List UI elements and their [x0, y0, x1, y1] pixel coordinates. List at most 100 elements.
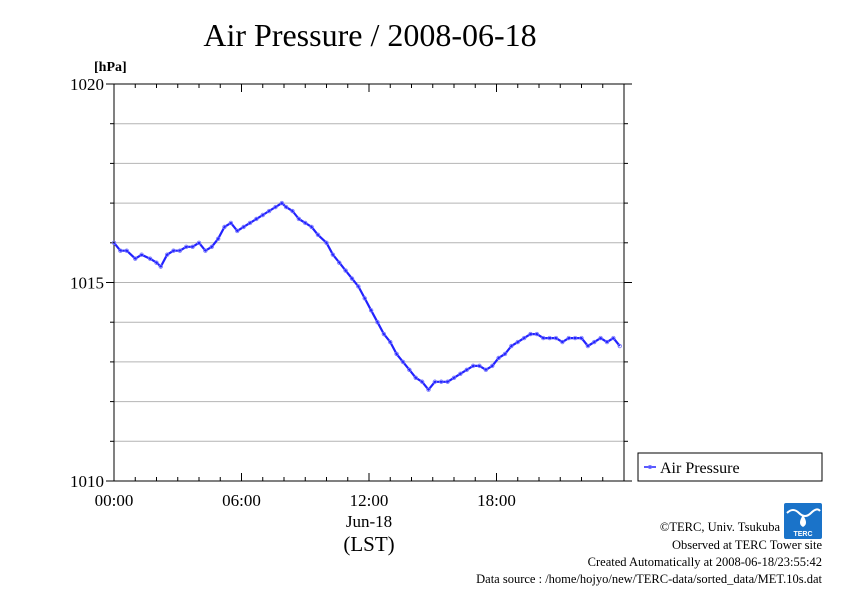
data-point — [560, 339, 565, 345]
data-point — [147, 256, 153, 261]
data-point — [279, 200, 285, 206]
data-point — [290, 208, 295, 214]
data-point — [509, 343, 514, 349]
credit-copyright: ©TERC, Univ. Tsukuba — [660, 520, 781, 534]
data-point — [266, 208, 272, 214]
data-point — [515, 339, 520, 345]
credit-site: Observed at TERC Tower site — [672, 538, 822, 552]
data-point — [315, 232, 321, 238]
data-point — [254, 216, 259, 222]
data-point — [604, 339, 610, 345]
data-point — [400, 359, 406, 365]
data-point — [432, 379, 438, 384]
data-point — [228, 220, 234, 226]
data-point — [337, 260, 342, 265]
data-point — [111, 240, 117, 245]
data-point — [324, 240, 329, 245]
data-point — [303, 220, 308, 226]
data-point — [483, 367, 489, 373]
data-point — [164, 252, 170, 257]
data-point — [235, 228, 240, 234]
data-point — [407, 367, 412, 373]
x-axis-label: (LST) — [343, 532, 394, 556]
data-point — [413, 375, 418, 380]
data-point — [247, 220, 253, 226]
data-point — [309, 224, 314, 230]
data-point — [356, 284, 361, 289]
data-point — [241, 224, 246, 230]
data-point — [209, 244, 214, 249]
terc-logo: TERC — [784, 503, 822, 539]
data-point — [124, 248, 129, 253]
data-point — [139, 252, 144, 257]
x-axis-date-label: Jun-18 — [346, 512, 392, 531]
x-tick-label: 00:00 — [95, 491, 134, 510]
data-point — [572, 335, 578, 341]
x-tick-label: 18:00 — [477, 491, 516, 510]
data-point — [502, 351, 508, 357]
data-point — [534, 331, 540, 337]
data-point — [381, 331, 387, 337]
terc-logo-text: TERC — [793, 531, 812, 538]
data-point — [118, 248, 123, 253]
data-point — [203, 248, 208, 253]
legend-marker — [648, 464, 653, 469]
legend-entry-air-pressure: Air Pressure — [660, 460, 740, 477]
data-point — [553, 335, 559, 341]
data-point — [368, 308, 374, 313]
data-point — [598, 335, 603, 341]
legend: Air Pressure — [637, 452, 823, 482]
data-point — [190, 244, 195, 249]
data-point — [521, 335, 527, 341]
data-point — [585, 343, 591, 349]
data-point — [215, 236, 221, 242]
data-point — [579, 335, 584, 341]
data-point — [439, 379, 444, 384]
data-point — [451, 375, 457, 380]
credit-created: Created Automatically at 2008-06-18/23:5… — [588, 555, 822, 569]
data-point — [171, 248, 176, 253]
data-point — [394, 351, 399, 357]
x-tick-label: 12:00 — [350, 491, 389, 510]
legend-box — [637, 452, 823, 482]
data-point — [260, 212, 265, 218]
y-tick-label: 1020 — [70, 75, 104, 94]
data-point — [611, 335, 616, 341]
credit-source: Data source : /home/hojyo/new/TERC-data/… — [476, 572, 822, 586]
data-point — [343, 268, 348, 273]
data-point — [283, 204, 289, 210]
data-point — [490, 363, 495, 369]
data-point — [458, 371, 463, 377]
data-point — [617, 343, 622, 349]
data-point — [375, 320, 380, 325]
data-point — [330, 252, 336, 257]
data-point — [445, 379, 450, 384]
data-point — [470, 363, 476, 369]
data-point — [566, 335, 571, 341]
y-axis-unit-label: [hPa] — [94, 60, 127, 75]
drop-icon — [800, 515, 806, 527]
data-point — [362, 296, 367, 301]
data-point — [464, 367, 469, 373]
data-point — [477, 363, 482, 369]
data-point — [426, 387, 431, 392]
data-point — [196, 240, 202, 245]
chart-title: Air Pressure / 2008-06-18 — [203, 17, 536, 53]
data-point — [419, 379, 425, 384]
gridlines — [114, 123, 624, 442]
data-point — [158, 264, 163, 269]
data-point — [592, 339, 597, 345]
data-point — [349, 276, 355, 281]
data-point — [177, 248, 183, 253]
y-tick-label: 1010 — [70, 472, 104, 491]
data-point — [296, 216, 302, 222]
data-point — [547, 335, 552, 341]
data-point — [133, 256, 138, 261]
data-point — [388, 339, 393, 345]
data-point — [496, 355, 501, 361]
data-point — [222, 224, 227, 230]
data-point — [528, 331, 533, 337]
data-point — [184, 244, 189, 249]
x-axis-ticks: 00:00 06:00 12:00 18:00 — [95, 84, 625, 510]
